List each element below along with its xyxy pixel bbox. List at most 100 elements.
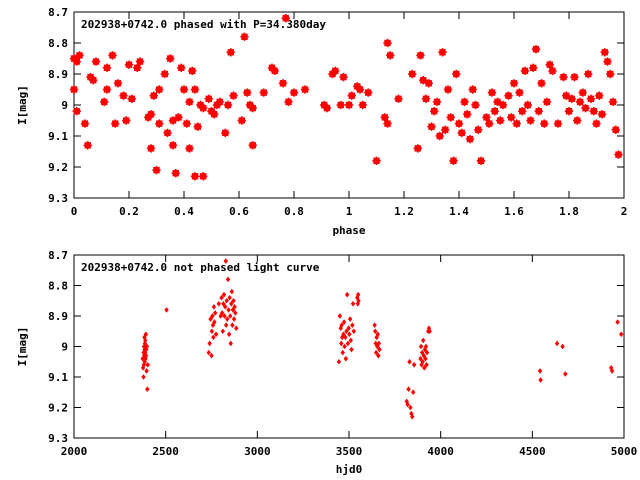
y-tick-label: 9.3	[48, 432, 68, 445]
data-point	[230, 322, 235, 328]
data-point	[144, 346, 149, 353]
data-point	[584, 69, 593, 79]
data-point	[344, 100, 354, 110]
data-point	[211, 334, 216, 341]
data-point	[507, 113, 516, 122]
data-point	[221, 301, 226, 307]
data-point	[386, 51, 395, 60]
data-point	[216, 301, 222, 307]
data-point	[143, 352, 149, 359]
x-tick-label: 1.8	[559, 205, 579, 218]
data-point	[424, 79, 433, 88]
data-point	[578, 88, 587, 97]
data-point	[570, 72, 579, 82]
x-tick-label: 1.6	[504, 205, 524, 218]
data-point	[350, 301, 356, 307]
data-point	[344, 328, 349, 335]
data-point	[421, 352, 426, 359]
data-point	[119, 91, 128, 100]
data-point	[485, 119, 494, 128]
data-point	[243, 88, 252, 97]
plot-frame	[73, 254, 625, 439]
data-point	[564, 107, 574, 116]
data-point	[373, 349, 379, 356]
data-point	[537, 368, 543, 374]
plot-frame	[73, 11, 625, 199]
data-point	[144, 368, 149, 374]
data-point	[91, 57, 101, 66]
data-point	[454, 119, 464, 128]
data-point	[259, 88, 268, 97]
data-point	[520, 66, 530, 76]
data-point	[553, 119, 563, 128]
data-point	[160, 69, 169, 79]
data-point	[204, 94, 213, 103]
data-point	[376, 340, 382, 347]
data-point	[226, 331, 232, 338]
data-point	[284, 97, 293, 107]
data-point	[340, 349, 345, 356]
data-point	[406, 386, 411, 392]
data-point	[342, 343, 347, 350]
data-point	[346, 325, 351, 331]
data-point	[108, 51, 117, 60]
data-point	[337, 313, 343, 319]
data-point	[124, 60, 134, 69]
data-point	[322, 103, 332, 113]
data-point	[609, 368, 615, 374]
data-point	[140, 365, 146, 371]
data-point	[355, 291, 361, 298]
data-point	[219, 294, 224, 301]
data-point	[152, 165, 161, 175]
data-point	[581, 103, 590, 113]
data-point	[611, 125, 620, 134]
data-point	[69, 85, 79, 94]
data-point	[146, 144, 156, 153]
y-axis-label: I[mag]	[16, 85, 29, 125]
data-point	[619, 331, 624, 338]
data-point	[190, 172, 200, 181]
x-axis-label: hjd0	[336, 463, 363, 476]
data-point	[142, 358, 147, 365]
data-point	[102, 85, 112, 94]
data-point	[227, 294, 232, 301]
data-point	[356, 297, 361, 304]
data-point	[341, 331, 346, 338]
data-point	[423, 355, 428, 362]
data-point	[222, 313, 227, 319]
data-point	[559, 72, 568, 82]
data-point	[221, 128, 230, 138]
data-point	[209, 328, 215, 335]
data-point	[212, 310, 218, 316]
y-tick-label: 8.8	[48, 280, 68, 293]
data-point	[145, 386, 150, 392]
data-point	[471, 100, 480, 110]
data-point	[515, 88, 524, 97]
data-point	[474, 125, 483, 134]
data-point	[281, 14, 290, 23]
data-point	[421, 337, 426, 344]
data-point	[225, 276, 231, 283]
data-point	[538, 377, 543, 383]
y-axis-label: I[mag]	[16, 327, 29, 367]
x-tick-label: 3000	[244, 445, 271, 458]
data-point	[465, 134, 475, 144]
data-point	[289, 88, 299, 97]
data-point	[143, 337, 148, 344]
data-point	[410, 389, 416, 396]
data-point	[185, 144, 194, 153]
y-tick-label: 8.7	[48, 249, 68, 262]
data-point	[224, 297, 229, 304]
y-tick-label: 8.9	[48, 310, 68, 323]
data-point	[145, 362, 150, 368]
y-tick-label: 9	[61, 99, 68, 112]
data-point	[331, 66, 340, 76]
data-point	[339, 340, 344, 347]
data-point	[523, 100, 532, 110]
y-tick-label: 9	[61, 341, 68, 354]
data-point	[394, 94, 403, 103]
data-point	[163, 128, 172, 138]
data-point	[188, 66, 197, 76]
data-point	[586, 94, 596, 103]
